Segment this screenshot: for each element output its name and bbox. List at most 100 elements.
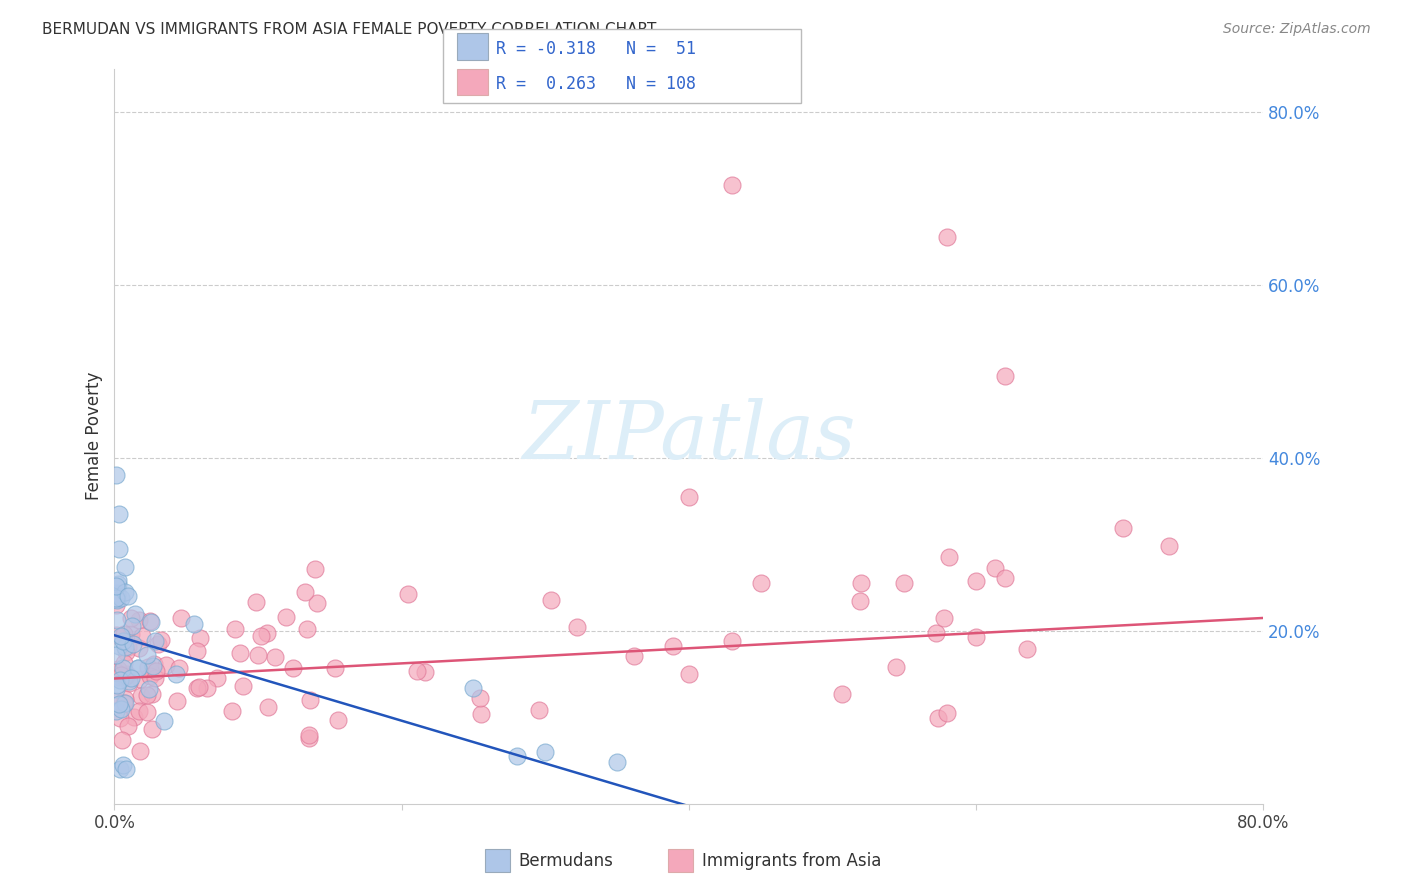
Text: Bermudans: Bermudans — [519, 852, 613, 870]
Point — [169, 611, 191, 625]
Point — [936, 706, 959, 721]
Point — [107, 640, 129, 654]
Point — [468, 690, 491, 705]
Point — [749, 576, 772, 591]
Point — [114, 560, 136, 574]
Point — [129, 744, 152, 758]
Point — [138, 682, 160, 697]
Point — [104, 693, 127, 707]
Point — [884, 660, 907, 674]
Point — [153, 714, 176, 729]
Text: Immigrants from Asia: Immigrants from Asia — [702, 852, 882, 870]
Point — [205, 671, 228, 685]
Point — [104, 591, 127, 606]
Point — [108, 669, 131, 683]
Point — [938, 549, 960, 564]
Point — [165, 667, 187, 681]
Point — [110, 702, 132, 716]
Point — [105, 627, 128, 641]
Point — [107, 697, 129, 711]
Point — [108, 763, 131, 777]
Point — [678, 666, 700, 681]
Point — [143, 657, 166, 671]
Point — [127, 661, 149, 675]
Point — [104, 468, 127, 483]
Point — [406, 664, 429, 678]
Point — [183, 616, 205, 631]
Point — [120, 611, 142, 625]
Point — [105, 586, 128, 600]
Point — [186, 681, 208, 695]
Point — [221, 704, 243, 718]
Point — [136, 688, 159, 702]
Point — [110, 668, 132, 682]
Point — [120, 671, 142, 685]
Point — [245, 595, 267, 609]
Point — [527, 703, 550, 717]
Text: R = -0.318   N =  51: R = -0.318 N = 51 — [496, 40, 696, 58]
Point — [117, 640, 139, 654]
Point — [141, 615, 163, 630]
Point — [849, 594, 872, 608]
Point — [114, 640, 136, 654]
Point — [104, 682, 127, 697]
Point — [112, 670, 135, 684]
Point — [105, 593, 128, 607]
Point — [1015, 642, 1038, 657]
Point — [534, 745, 557, 759]
Point — [298, 693, 321, 707]
Point — [107, 541, 129, 556]
Point — [1157, 539, 1180, 553]
Point — [129, 672, 152, 686]
Point — [298, 731, 321, 745]
Point — [122, 637, 145, 651]
Point — [143, 671, 166, 685]
Point — [678, 490, 700, 504]
Point — [263, 649, 285, 664]
Point — [470, 707, 492, 722]
Point — [105, 613, 128, 627]
Point — [108, 711, 131, 725]
Point — [121, 619, 143, 633]
Point — [606, 756, 628, 770]
Point — [127, 660, 149, 674]
Point — [983, 561, 1005, 575]
Point — [104, 599, 127, 613]
Point — [229, 647, 252, 661]
Point — [112, 631, 135, 645]
Point — [721, 633, 744, 648]
Point — [104, 665, 127, 679]
Point — [143, 634, 166, 648]
Text: BERMUDAN VS IMMIGRANTS FROM ASIA FEMALE POVERTY CORRELATION CHART: BERMUDAN VS IMMIGRANTS FROM ASIA FEMALE … — [42, 22, 657, 37]
Point — [122, 710, 145, 724]
Point — [111, 733, 134, 747]
Point — [188, 631, 211, 645]
Point — [932, 611, 955, 625]
Point — [108, 673, 131, 687]
Point — [851, 576, 873, 591]
Point — [965, 574, 987, 588]
Point — [131, 629, 153, 643]
Point — [129, 689, 152, 703]
Point — [298, 728, 321, 742]
Point — [104, 579, 127, 593]
Point — [893, 576, 915, 591]
Point — [128, 640, 150, 655]
Point — [115, 763, 138, 777]
Point — [107, 507, 129, 521]
Point — [146, 637, 169, 651]
Point — [540, 593, 562, 607]
Point — [304, 562, 326, 576]
Point — [139, 615, 162, 629]
Point — [323, 660, 346, 674]
Point — [623, 649, 645, 664]
Point — [124, 607, 146, 621]
Point — [396, 587, 419, 601]
Point — [139, 669, 162, 683]
Point — [114, 692, 136, 706]
Point — [135, 706, 157, 720]
Point — [142, 659, 165, 673]
Point — [117, 674, 139, 689]
Point — [195, 681, 218, 695]
Point — [105, 704, 128, 718]
